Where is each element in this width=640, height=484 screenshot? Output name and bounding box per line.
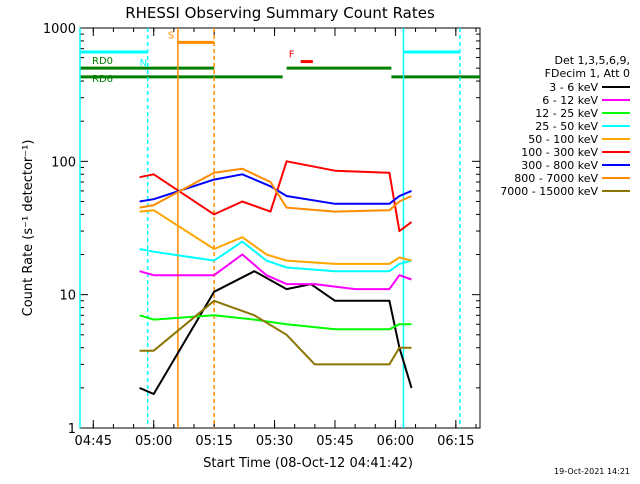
annotation-label: RD0 [92, 56, 113, 67]
x-tick-label: 04:45 [75, 434, 112, 449]
legend-entry-label: 7000 - 15000 keV [500, 185, 598, 198]
legend-entry-label: 12 - 25 keV [535, 107, 598, 120]
x-tick-label: 06:00 [377, 434, 414, 449]
y-tick-label: 10 [59, 289, 76, 304]
timestamp: 19-Oct-2021 14:21 [554, 467, 630, 476]
series-line [139, 167, 412, 213]
x-tick-label: 06:15 [437, 434, 474, 449]
legend-entry-label: 100 - 300 keV [521, 146, 598, 159]
x-tick-label: 05:15 [195, 434, 232, 449]
x-tick-label: 05:30 [256, 434, 293, 449]
annotation-label: N [140, 58, 147, 69]
y-tick-label: 100 [51, 155, 76, 170]
legend-entry-label: 25 - 50 keV [535, 120, 598, 133]
chart-title: RHESSI Observing Summary Count Rates [125, 4, 435, 22]
x-tick-label: 05:45 [316, 434, 353, 449]
legend-header: Det 1,3,5,6,9, [554, 54, 630, 67]
series-line [139, 240, 412, 273]
legend: Det 1,3,5,6,9,FDecim 1, Att 03 - 6 keV6 … [500, 54, 630, 198]
plot-area: 1 10 100 1000 04:45 05:00 05:15 05:30 05:45 06:00… [43, 22, 481, 449]
legend-entry-label: 50 - 100 keV [528, 133, 598, 146]
x-axis-label: Start Time (08-Oct-12 04:41:42) [203, 456, 413, 471]
legend-entry-label: 6 - 12 keV [542, 94, 598, 107]
series-line [139, 160, 413, 233]
y-tick-label: 1000 [43, 22, 76, 37]
legend-entry-label: 3 - 6 keV [549, 81, 598, 94]
annotation-label: S [168, 30, 174, 41]
legend-entry-label: 300 - 800 keV [521, 159, 598, 172]
series-line [139, 209, 412, 265]
annotation-label: RD6 [92, 74, 113, 85]
series-line [139, 314, 412, 331]
x-tick-label: 05:00 [135, 434, 172, 449]
legend-header: FDecim 1, Att 0 [545, 67, 630, 80]
legend-entry-label: 800 - 7000 keV [514, 172, 598, 185]
y-tick-label: 1 [68, 422, 76, 437]
series-line [139, 253, 412, 291]
y-axis-label: Count Rate (s⁻¹ detector⁻¹) [21, 140, 36, 317]
series-line [139, 299, 412, 366]
annotation-label: F [289, 50, 295, 61]
